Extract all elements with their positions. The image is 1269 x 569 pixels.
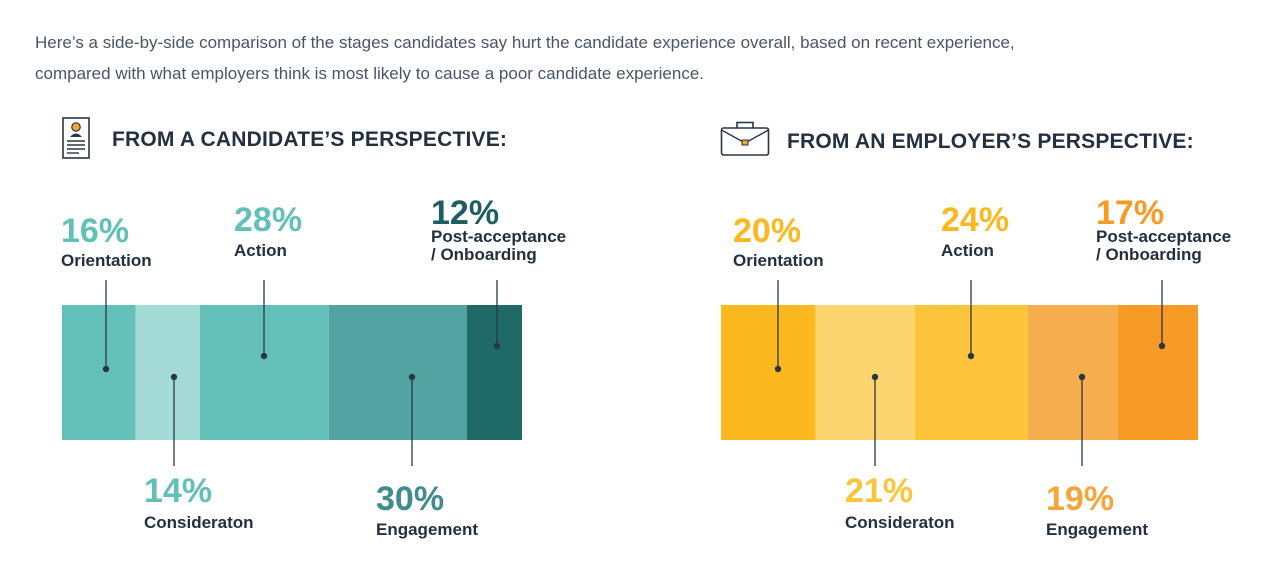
candidate-leader-dot-4	[408, 373, 416, 381]
employer-leader-dot-4	[1078, 373, 1086, 381]
candidate-bar-segment-2	[135, 305, 200, 440]
candidate-category-label-4: Engagement	[376, 520, 478, 539]
intro-line-1: Here’s a side-by-side comparison of the …	[35, 33, 1015, 52]
candidate-panel-title: FROM A CANDIDATE’S PERSPECTIVE:	[112, 128, 508, 151]
intro-line-2: compared with what employers think is mo…	[35, 64, 705, 83]
employer-panel-title: FROM AN EMPLOYER’S PERSPECTIVE:	[787, 130, 1194, 153]
employer-category-label-1: Orientation	[733, 251, 824, 270]
candidate-value-label-1: 16%	[61, 212, 129, 250]
employer-bar-segment-5	[1117, 305, 1198, 440]
employer-value-label-1: 20%	[733, 212, 801, 250]
employer-value-label-3: 24%	[941, 201, 1009, 239]
briefcase-icon	[720, 121, 770, 162]
candidate-category-label-2: Consideraton	[144, 513, 254, 532]
employer-category-label-2: Consideraton	[845, 513, 955, 532]
employer-bar-segment-4	[1027, 305, 1118, 440]
employer-value-label-2: 21%	[845, 472, 913, 510]
employer-leader-dot-2	[871, 373, 879, 381]
employer-leader-dot-1	[774, 365, 782, 373]
candidate-category-label-5-line-1: Post-acceptance	[431, 227, 566, 246]
resume-document-icon	[62, 117, 90, 164]
candidate-leader-dot-2	[170, 373, 178, 381]
employer-category-label-4: Engagement	[1046, 520, 1148, 539]
candidate-value-label-4: 30%	[376, 480, 444, 518]
employer-value-label-4: 19%	[1046, 480, 1114, 518]
employer-leader-dot-3	[967, 352, 975, 360]
candidate-leader-dot-3	[260, 352, 268, 360]
candidate-leader-dot-5	[493, 342, 501, 350]
employer-category-label-5-line-1: Post-acceptance	[1096, 227, 1231, 246]
employer-bar-segment-1	[721, 305, 816, 440]
candidate-leader-dot-1	[102, 365, 110, 373]
employer-bar-segment-2	[815, 305, 915, 440]
employer-category-label-5-line-2: / Onboarding	[1096, 245, 1202, 264]
employer-value-label-5: 17%	[1096, 194, 1164, 232]
candidate-category-label-3: Action	[234, 241, 287, 260]
employer-category-label-3: Action	[941, 241, 994, 260]
employer-leader-dot-5	[1158, 342, 1166, 350]
candidate-bar-segment-4	[328, 305, 467, 440]
candidate-bar-segment-1	[62, 305, 136, 440]
candidate-value-label-2: 14%	[144, 472, 212, 510]
candidate-bar-segment-5	[466, 305, 522, 440]
candidate-value-label-5: 12%	[431, 194, 499, 232]
candidate-category-label-1: Orientation	[61, 251, 152, 270]
candidate-value-label-3: 28%	[234, 201, 302, 239]
candidate-category-label-5-line-2: / Onboarding	[431, 245, 537, 264]
intro-text: Here’s a side-by-side comparison of the …	[35, 27, 1235, 89]
